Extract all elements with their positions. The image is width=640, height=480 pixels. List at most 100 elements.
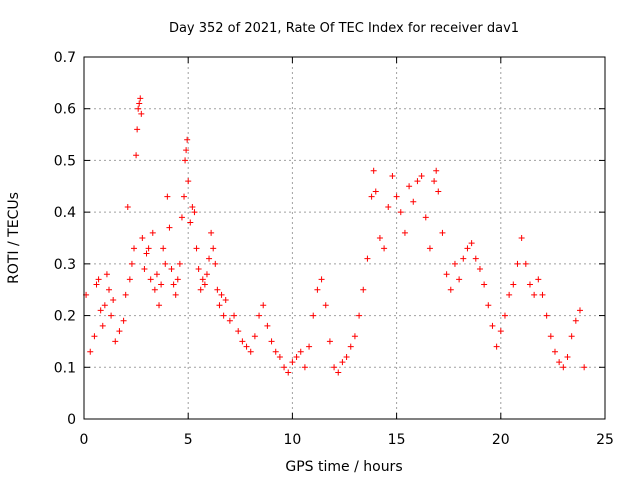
- data-point: [439, 229, 446, 236]
- data-point: [401, 229, 408, 236]
- data-point: [522, 260, 529, 267]
- data-point: [156, 302, 163, 309]
- data-point: [168, 266, 175, 273]
- data-point: [414, 178, 421, 185]
- data-point: [351, 333, 358, 340]
- data-point: [231, 312, 238, 319]
- data-point: [460, 255, 467, 262]
- data-point: [451, 260, 458, 267]
- data-point: [370, 167, 377, 174]
- x-axis-label: GPS time / hours: [285, 459, 402, 475]
- data-point: [166, 224, 173, 231]
- data-point: [326, 338, 333, 345]
- data-point: [526, 281, 533, 288]
- data-point: [568, 333, 575, 340]
- data-point: [410, 198, 417, 205]
- data-point: [108, 312, 115, 319]
- data-point: [162, 260, 169, 267]
- data-point: [143, 250, 150, 257]
- data-point: [87, 348, 94, 355]
- data-points: [83, 95, 588, 376]
- data-point: [103, 271, 110, 278]
- data-point: [572, 317, 579, 324]
- y-tick-label: 0: [67, 412, 76, 428]
- data-point: [310, 312, 317, 319]
- data-point: [281, 364, 288, 371]
- data-point: [501, 312, 508, 319]
- data-point: [184, 136, 191, 143]
- data-point: [195, 266, 202, 273]
- data-point: [485, 302, 492, 309]
- y-tick-label: 0.6: [54, 102, 76, 118]
- data-point: [343, 353, 350, 360]
- data-point: [134, 126, 141, 133]
- data-point: [476, 266, 483, 273]
- data-point: [203, 271, 210, 278]
- data-point: [368, 193, 375, 200]
- data-point: [426, 245, 433, 252]
- data-point: [170, 281, 177, 288]
- data-point: [112, 338, 119, 345]
- data-point: [199, 276, 206, 283]
- data-point: [178, 214, 185, 221]
- data-point: [247, 348, 254, 355]
- data-point: [251, 333, 258, 340]
- data-point: [556, 359, 563, 366]
- data-point: [418, 172, 425, 179]
- grid-lines: [84, 57, 605, 419]
- data-point: [133, 152, 140, 159]
- data-point: [543, 312, 550, 319]
- data-point: [226, 317, 233, 324]
- data-point: [120, 317, 127, 324]
- data-point: [136, 100, 143, 107]
- data-point: [193, 245, 200, 252]
- data-point: [183, 147, 190, 154]
- data-point: [397, 209, 404, 216]
- data-point: [376, 235, 383, 241]
- data-point: [210, 245, 217, 252]
- data-point: [116, 328, 123, 335]
- data-point: [481, 281, 488, 288]
- data-point: [260, 302, 267, 309]
- data-point: [122, 291, 129, 298]
- data-point: [322, 302, 329, 309]
- data-point: [293, 353, 300, 360]
- data-point: [151, 286, 158, 293]
- data-point: [97, 307, 104, 314]
- data-point: [381, 245, 388, 252]
- data-point: [172, 291, 179, 298]
- data-point: [239, 338, 246, 345]
- data-point: [547, 333, 554, 340]
- data-point: [222, 297, 229, 304]
- data-point: [285, 369, 292, 376]
- data-point: [335, 369, 342, 376]
- data-point: [106, 286, 113, 293]
- data-point: [506, 291, 513, 298]
- data-point: [518, 235, 525, 241]
- data-point: [153, 271, 160, 278]
- data-point: [174, 276, 181, 283]
- data-point: [389, 172, 396, 179]
- data-point: [551, 348, 558, 355]
- data-point: [497, 328, 504, 335]
- data-point: [564, 353, 571, 360]
- data-point: [272, 348, 279, 355]
- data-point: [531, 291, 538, 298]
- data-point: [576, 307, 583, 314]
- data-point: [406, 183, 413, 190]
- data-point: [456, 276, 463, 283]
- plot-frame: [83, 56, 606, 420]
- data-point: [216, 302, 223, 309]
- data-point: [493, 343, 500, 350]
- x-tick-label: 0: [80, 432, 89, 448]
- data-point: [372, 188, 379, 195]
- data-point: [306, 343, 313, 350]
- chart-title: Day 352 of 2021, Rate Of TEC Index for r…: [169, 21, 519, 36]
- data-point: [214, 286, 221, 293]
- x-tick-label: 20: [492, 432, 510, 448]
- data-point: [124, 203, 131, 210]
- data-point: [189, 203, 196, 210]
- data-point: [514, 260, 521, 267]
- data-point: [301, 364, 308, 371]
